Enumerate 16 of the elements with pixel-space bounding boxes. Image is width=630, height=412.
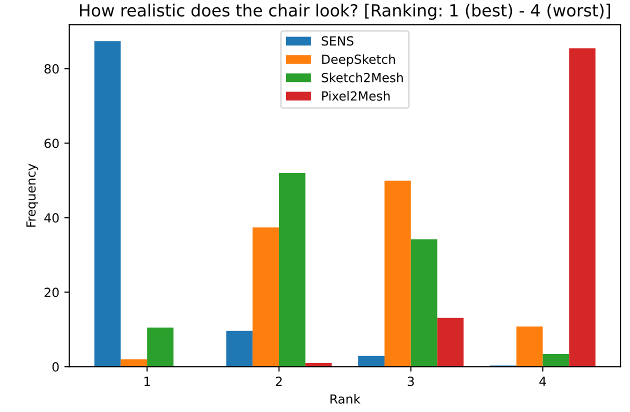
x-tick-label: 3 — [408, 376, 414, 386]
x-tick-label: 1 — [144, 376, 150, 386]
legend-label: DeepSketch — [322, 54, 395, 66]
y-tick-label: 40 — [44, 213, 59, 223]
y-tick-label: 80 — [44, 64, 59, 74]
legend-label: SENS — [322, 36, 354, 46]
x-tick-label: 2 — [276, 376, 282, 386]
legend-label: Sketch2Mesh — [322, 72, 403, 82]
legend-label: Pixel2Mesh — [322, 91, 390, 101]
y-tick-label: 60 — [44, 138, 59, 148]
x-tick-label: 4 — [539, 376, 546, 386]
y-axis-title: Frequency — [26, 164, 38, 227]
x-axis-title: Rank — [330, 394, 360, 404]
y-tick-label: 20 — [44, 288, 59, 298]
y-tick-label: 0 — [52, 362, 59, 372]
chart-title: How realistic does the chair look? [Ranking: 1 (best) - 4 (worst)] — [80, 4, 610, 20]
